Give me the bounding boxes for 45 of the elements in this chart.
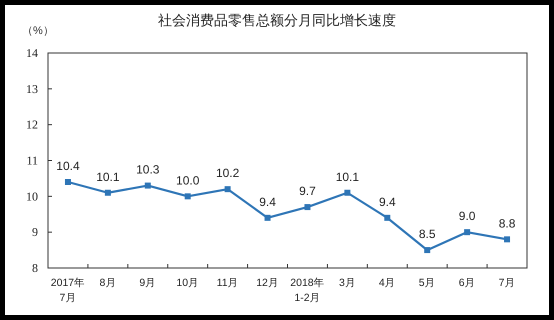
x-tick-label: 12月 [256, 277, 279, 289]
x-tick-label: 8月 [99, 277, 116, 289]
x-tick-label: 10月 [176, 277, 200, 289]
y-tick-label: 14 [26, 46, 38, 60]
data-label: 8.8 [498, 216, 516, 230]
point [224, 186, 231, 192]
data-label: 10.1 [96, 170, 120, 184]
x-tick-label: 6月 [458, 277, 476, 289]
y-tick-label: 11 [26, 154, 38, 168]
point [144, 182, 151, 189]
data-label: 9.4 [259, 194, 276, 209]
data-label: 10.3 [136, 162, 160, 177]
point [304, 204, 310, 210]
point [184, 193, 191, 200]
point [424, 247, 430, 254]
chart-title: 社会消费品零售总额分月同比增长速度 [158, 12, 396, 28]
x-tick-label: 5月 [418, 277, 436, 289]
data-label: 10.1 [336, 170, 360, 184]
x-tick-label: 11月 [216, 277, 239, 289]
point [464, 229, 470, 236]
x-tick-label: 7月 [498, 277, 516, 289]
y-tick-label: 9 [32, 225, 38, 240]
point [504, 236, 510, 242]
point [264, 214, 271, 221]
point [384, 214, 390, 221]
x-tick-label: 2018年 1-2月 [290, 277, 325, 304]
x-tick-label: 9月 [139, 277, 156, 289]
data-label: 9.0 [458, 209, 476, 224]
y-tick-label: 12 [26, 118, 38, 132]
data-label: 10.2 [216, 166, 240, 180]
point [344, 190, 350, 196]
data-label: 9.4 [378, 194, 396, 209]
point [64, 179, 71, 185]
y-tick-label: 13 [26, 82, 38, 96]
x-tick-label: 4月 [378, 277, 396, 289]
data-label: 8.5 [418, 227, 436, 242]
data-label: 10.0 [176, 173, 200, 188]
data-label: 9.7 [299, 184, 316, 198]
point [104, 190, 111, 196]
x-tick-label: 2017年 7月 [50, 277, 86, 304]
data-label: 10.4 [56, 159, 80, 173]
y-tick-label: 10 [26, 189, 38, 204]
y-tick-label: 8 [32, 261, 38, 275]
y-axis-title: （%） [22, 25, 54, 37]
x-tick-label: 3月 [338, 277, 356, 289]
